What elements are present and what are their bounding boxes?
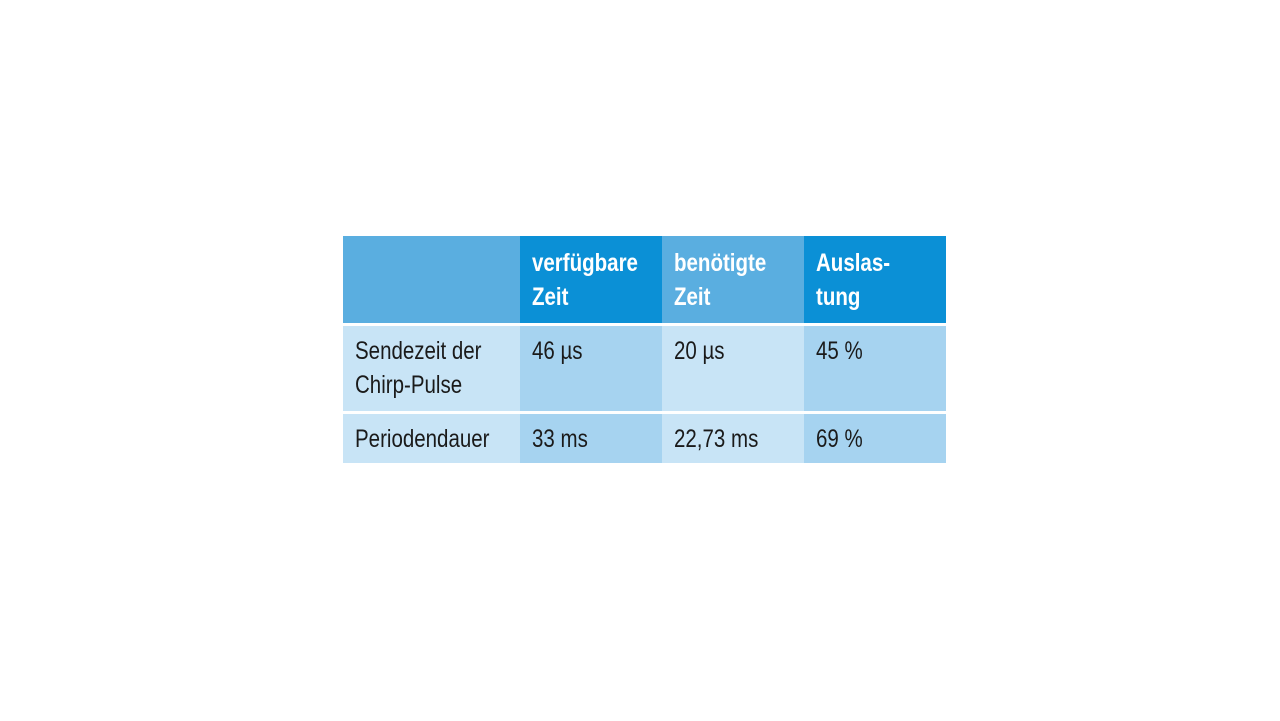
table-cell: 22,73 ms	[662, 412, 804, 463]
cell-value: 69 %	[816, 424, 863, 453]
row-label-text: Sendezeit der	[355, 336, 482, 365]
header-cell-empty	[343, 236, 520, 326]
row-label-text: Chirp-Pulse	[355, 370, 463, 399]
header-cell: benötigte Zeit	[662, 236, 804, 326]
cell-value: 33 ms	[532, 424, 588, 453]
table-cell: 33 ms	[520, 412, 662, 463]
cell-value: 45 %	[816, 336, 863, 365]
table-row: Sendezeit der Chirp-Pulse 46 µs 20 µs 45 …	[343, 324, 946, 414]
table-cell: 46 µs	[520, 324, 662, 414]
cell-value: 20 µs	[674, 336, 725, 365]
table-cell: 69 %	[804, 412, 946, 463]
data-table: verfügbare Zeit benötigte Zeit Auslas-tung…	[343, 236, 946, 463]
table-cell: 45 %	[804, 324, 946, 414]
header-cell: Auslas-tung	[804, 236, 946, 326]
header-cell: verfügbare Zeit	[520, 236, 662, 326]
row-label: Sendezeit der Chirp-Pulse	[343, 324, 520, 414]
header-text: tung	[816, 283, 861, 311]
row-label: Periodendauer	[343, 412, 520, 463]
cell-value: 46 µs	[532, 336, 583, 365]
header-row: verfügbare Zeit benötigte Zeit Auslas-tung	[343, 236, 946, 326]
header-text: Zeit	[532, 283, 569, 311]
header-text: benötigte	[674, 249, 767, 277]
header-text: Zeit	[674, 283, 711, 311]
table-cell: 20 µs	[662, 324, 804, 414]
cell-value: 22,73 ms	[674, 424, 759, 453]
header-text: Auslas-	[816, 249, 891, 277]
table-row: Periodendauer 33 ms 22,73 ms 69 %	[343, 412, 946, 463]
row-label-text: Periodendauer	[355, 424, 490, 453]
header-text: verfügbare	[532, 249, 638, 277]
